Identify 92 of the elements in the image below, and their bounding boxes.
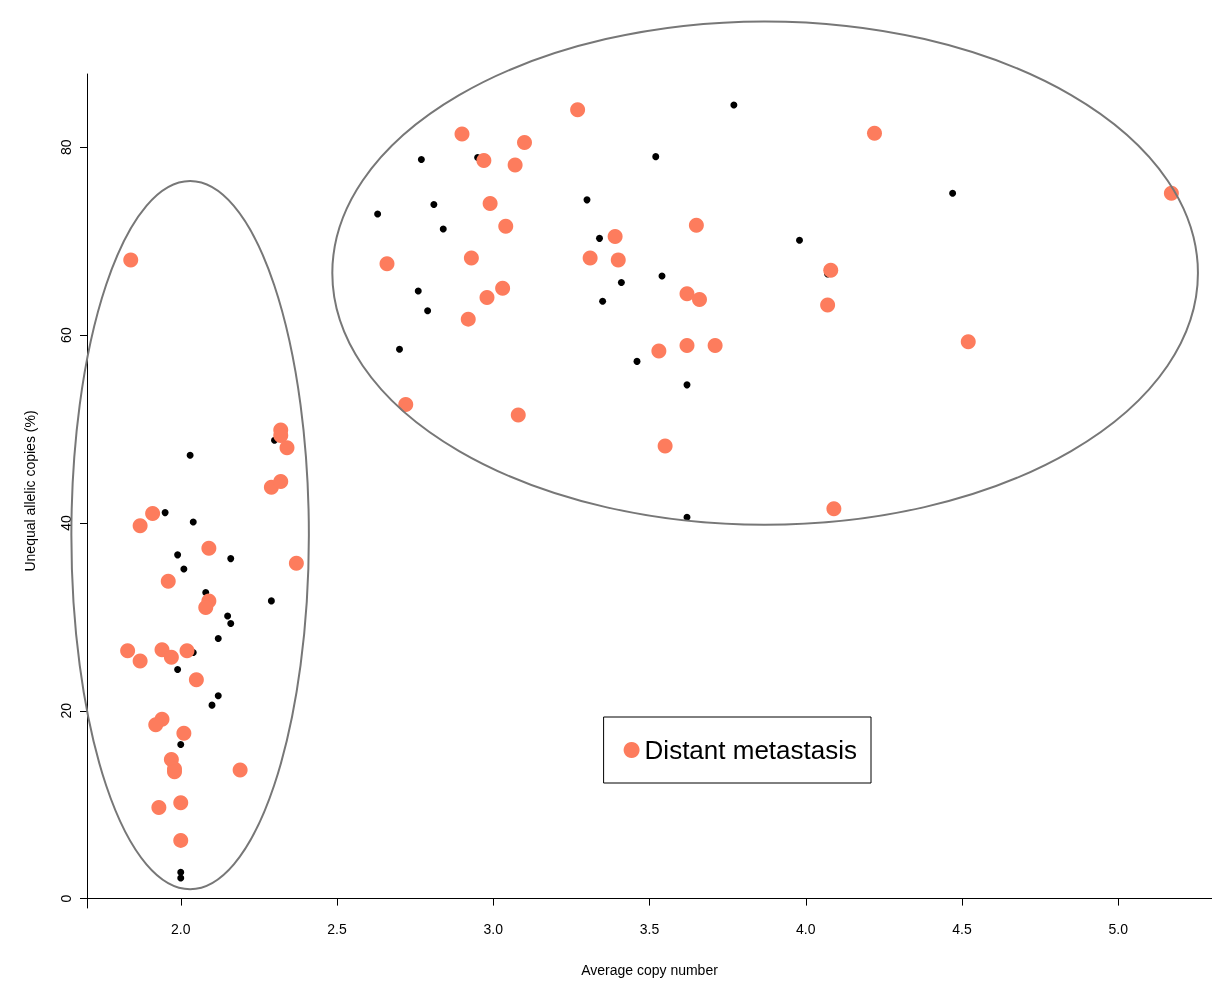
point (151, 800, 167, 815)
point (482, 196, 498, 212)
point (132, 653, 148, 669)
x-tick-label: 4.5 (952, 921, 972, 937)
x-tick-label: 5.0 (1108, 921, 1129, 937)
point (596, 234, 603, 242)
point (651, 343, 667, 359)
point (617, 279, 625, 286)
point (823, 262, 839, 278)
point (173, 795, 189, 811)
x-tick-label: 4.0 (796, 921, 816, 937)
y-tick-label: 60 (58, 327, 74, 343)
point (679, 286, 695, 302)
point (374, 210, 382, 218)
point (867, 125, 882, 141)
point (820, 297, 836, 313)
point (495, 280, 511, 296)
x-axis-title: Average copy number (581, 962, 719, 978)
point (273, 474, 289, 490)
point (424, 307, 432, 315)
point (826, 501, 842, 517)
point (161, 509, 169, 517)
point (188, 672, 204, 688)
point (460, 311, 476, 327)
point (174, 551, 182, 559)
x-tick-label: 3.0 (483, 921, 504, 937)
point (582, 250, 598, 266)
point (160, 573, 176, 589)
point (198, 599, 214, 615)
y-tick-label: 40 (58, 514, 74, 531)
point (148, 717, 164, 733)
point (173, 832, 189, 848)
point (692, 291, 707, 307)
point (227, 619, 235, 627)
point (145, 506, 161, 522)
legend-label: Distant metastasis (644, 735, 857, 765)
point (214, 692, 222, 700)
point (189, 518, 197, 526)
point (201, 540, 217, 556)
point (180, 565, 188, 573)
point (123, 252, 139, 268)
point (120, 643, 136, 659)
point (498, 218, 514, 234)
y-tick-label: 20 (58, 702, 74, 719)
point (176, 725, 192, 741)
point (163, 649, 179, 665)
point (214, 634, 222, 642)
point (174, 665, 182, 673)
point (476, 152, 492, 168)
y-tick-label: 0 (58, 894, 74, 903)
point (960, 334, 976, 350)
point (510, 407, 526, 423)
point (177, 741, 185, 749)
point (179, 643, 195, 659)
point (688, 217, 704, 233)
point (224, 612, 232, 620)
point (607, 228, 623, 244)
x-tick-label: 2.5 (327, 921, 347, 937)
point (679, 337, 695, 353)
point (657, 438, 673, 454)
point (479, 290, 495, 306)
y-tick-label: 80 (58, 139, 74, 156)
point (177, 874, 185, 882)
point (396, 345, 403, 353)
point (414, 287, 422, 295)
point (132, 518, 148, 534)
point (186, 451, 194, 459)
x-tick-label: 2.0 (171, 921, 191, 937)
point (232, 762, 248, 778)
point (227, 555, 235, 563)
point (570, 102, 586, 118)
point (454, 126, 470, 142)
point (633, 357, 641, 365)
point (707, 337, 723, 353)
point (796, 236, 803, 244)
point (652, 153, 660, 161)
point (267, 597, 275, 605)
point (279, 440, 295, 456)
point (288, 555, 304, 571)
point (517, 135, 532, 151)
point (379, 256, 395, 272)
x-tick-label: 3.5 (639, 921, 660, 937)
point (507, 157, 523, 173)
point (430, 201, 438, 209)
point (610, 252, 626, 268)
point (599, 297, 607, 305)
point (417, 155, 425, 163)
point (949, 189, 957, 197)
point (398, 397, 414, 413)
y-axis-title: Unequal allelic copies (%) (22, 410, 38, 572)
point (439, 225, 447, 233)
point (463, 250, 479, 266)
